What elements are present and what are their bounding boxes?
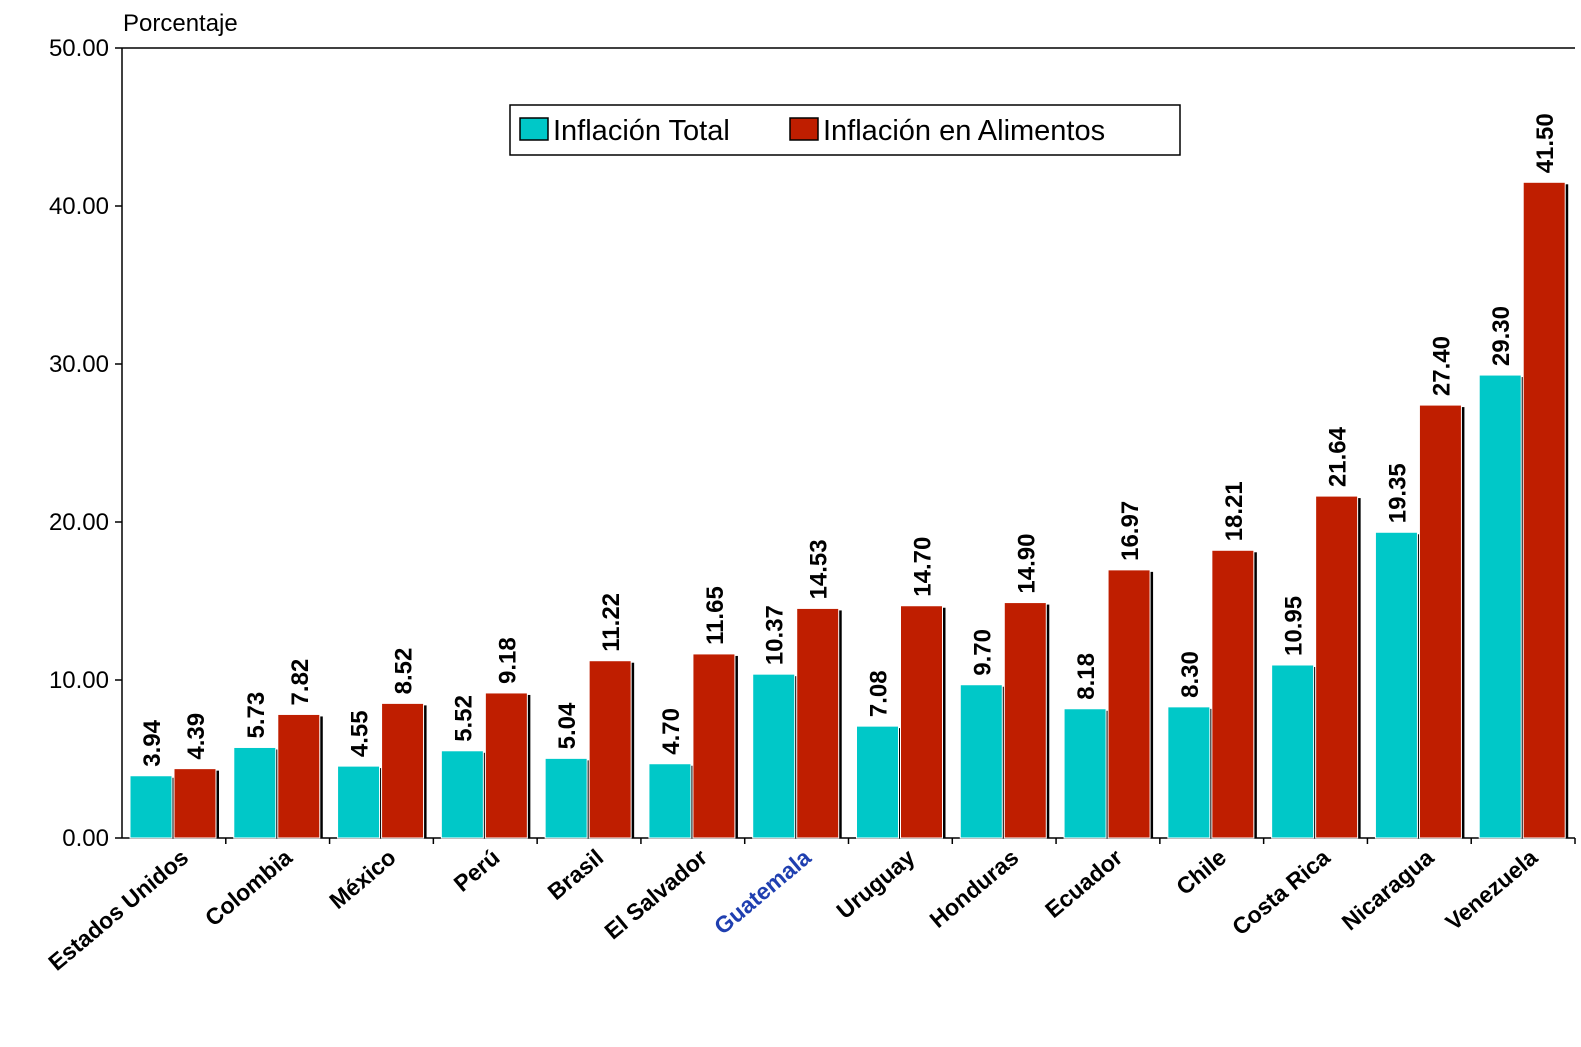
data-label-alimentos: 7.82 <box>287 659 314 706</box>
bar-alimentos <box>1522 181 1566 839</box>
bar-total <box>1167 706 1211 839</box>
data-label-total: 29.30 <box>1488 306 1515 366</box>
bar-total <box>233 746 277 839</box>
plot-area: 0.00 10.00 20.00 30.00 40.00 50.00 3.94 4.39 Est… <box>43 35 1576 976</box>
bar-alimentos <box>1418 404 1462 839</box>
bar-alimentos <box>381 702 425 839</box>
bar-total <box>1374 531 1418 839</box>
data-label-total: 10.95 <box>1281 596 1308 656</box>
y-tick-label: 30.00 <box>49 351 109 378</box>
bar-total <box>1271 664 1315 839</box>
legend-label-alimentos: Inflación en Alimentos <box>823 115 1105 147</box>
category-label: Estados Unidos <box>43 844 193 976</box>
legend-swatch-total <box>519 117 549 141</box>
data-label-total: 8.30 <box>1177 651 1204 698</box>
data-label-total: 19.35 <box>1384 463 1411 523</box>
legend: Inflación Total Inflación en Alimentos <box>509 104 1181 156</box>
data-label-alimentos: 4.39 <box>183 713 210 760</box>
data-label-alimentos: 16.97 <box>1117 501 1144 561</box>
y-tick-label: 40.00 <box>49 193 109 220</box>
category-label: Colombia <box>200 844 297 931</box>
data-label-total: 5.73 <box>243 692 270 739</box>
category-label: Ecuador <box>1040 844 1127 923</box>
bar-total <box>544 757 588 839</box>
bar-total <box>440 750 484 839</box>
bar-alimentos <box>1315 495 1359 839</box>
category-label: Costa Rica <box>1227 844 1335 940</box>
legend-box <box>509 104 1181 156</box>
category-label: Uruguay <box>831 844 919 924</box>
bar-alimentos <box>277 713 321 839</box>
bar-alimentos <box>692 653 736 839</box>
data-label-total: 4.70 <box>658 708 685 755</box>
data-label-total: 3.94 <box>139 719 166 766</box>
data-label-alimentos: 18.21 <box>1221 481 1248 541</box>
category-label: Nicaragua <box>1337 844 1439 936</box>
data-label-total: 10.37 <box>762 605 789 665</box>
data-label-alimentos: 9.18 <box>494 637 521 684</box>
bar-total <box>337 765 381 839</box>
data-label-total: 4.55 <box>347 710 374 757</box>
data-label-total: 5.04 <box>554 702 581 749</box>
category-label: Honduras <box>924 844 1023 933</box>
bar-alimentos <box>1107 569 1151 839</box>
data-label-alimentos: 8.52 <box>391 648 418 695</box>
bar-alimentos <box>900 605 943 839</box>
category-label: Perú <box>449 844 505 897</box>
category-label: El Salvador <box>599 844 712 944</box>
data-label-total: 5.52 <box>450 695 477 742</box>
bar-total <box>129 775 173 839</box>
bar-total <box>856 725 899 839</box>
y-tick-label: 0.00 <box>62 825 109 852</box>
data-label-total: 7.08 <box>866 670 893 717</box>
bar-total <box>648 763 692 839</box>
y-axis-label: Porcentaje <box>123 10 238 37</box>
bar-total <box>959 684 1003 839</box>
bar-total <box>1478 374 1522 839</box>
data-label-alimentos: 27.40 <box>1428 336 1455 396</box>
data-label-alimentos: 21.64 <box>1325 426 1352 487</box>
y-tick-label: 10.00 <box>49 667 109 694</box>
category-label: Venezuela <box>1440 844 1542 936</box>
bar-alimentos <box>796 607 840 839</box>
data-label-alimentos: 11.65 <box>702 586 729 645</box>
legend-label-total: Inflación Total <box>553 115 730 147</box>
y-tick-label: 20.00 <box>49 509 109 536</box>
data-label-alimentos: 11.22 <box>598 593 625 652</box>
legend-swatch-alimentos <box>789 117 819 141</box>
y-tick-label: 50.00 <box>49 35 109 62</box>
data-label-alimentos: 41.50 <box>1532 113 1559 173</box>
category-label: Guatemala <box>709 844 816 940</box>
data-label-alimentos: 14.90 <box>1013 534 1040 594</box>
bar-alimentos <box>484 692 528 839</box>
data-label-total: 9.70 <box>969 629 996 676</box>
category-label: Chile <box>1171 844 1231 900</box>
data-label-alimentos: 14.70 <box>910 537 937 597</box>
bar-alimentos <box>588 660 632 839</box>
category-label: Brasil <box>543 844 609 905</box>
bar-total <box>752 673 796 839</box>
data-label-alimentos: 14.53 <box>806 539 833 599</box>
bar-total <box>1063 708 1107 839</box>
category-label: México <box>324 844 400 914</box>
data-label-total: 8.18 <box>1073 653 1100 700</box>
bar-alimentos <box>1211 549 1255 839</box>
bar-alimentos <box>1003 602 1047 839</box>
bar-alimentos <box>173 768 217 839</box>
